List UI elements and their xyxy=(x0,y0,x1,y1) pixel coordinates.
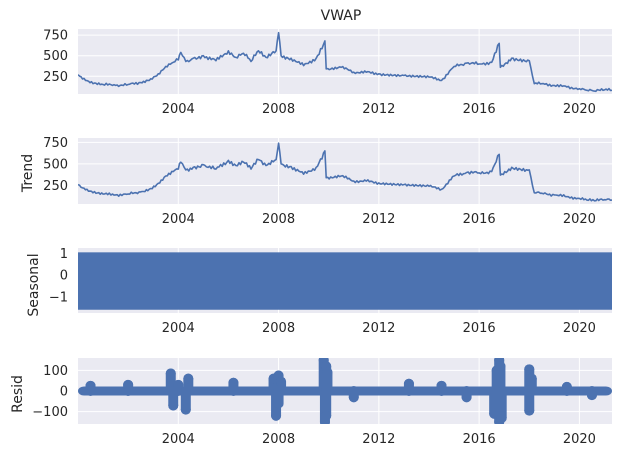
resid-point xyxy=(168,400,179,411)
resid-x-tick-label: 2012 xyxy=(362,432,395,447)
seasonal-y-tick-label: −1 xyxy=(49,290,68,305)
resid-y-tick-label: 100 xyxy=(43,364,68,379)
vwap-panel: 2004 2008 2012 2016 2020 250 500 750 xyxy=(43,29,612,117)
trend-ylabel: Trend xyxy=(20,154,36,193)
seasonal-x-tick-label: 2004 xyxy=(162,321,195,336)
resid-point xyxy=(496,412,507,423)
trend-x-tick-label: 2012 xyxy=(362,212,395,227)
trend-x-tick-label: 2004 xyxy=(162,212,195,227)
resid-point xyxy=(524,405,535,416)
seasonal-x-tick-label: 2008 xyxy=(262,321,295,336)
trend-y-tick-label: 250 xyxy=(43,179,68,194)
resid-point xyxy=(322,367,333,378)
resid-point xyxy=(273,398,284,409)
vwap-x-tick-label: 2016 xyxy=(463,102,496,117)
resid-point xyxy=(495,361,506,372)
vwap-plot-area xyxy=(78,29,612,94)
resid-x-tick-label: 2020 xyxy=(563,432,596,447)
vwap-x-tick-label: 2012 xyxy=(362,102,395,117)
trend-marks xyxy=(78,142,612,202)
resid-point xyxy=(461,392,472,403)
resid-point xyxy=(173,379,184,390)
chart-title: VWAP xyxy=(321,8,362,24)
resid-point xyxy=(526,373,537,384)
seasonal-marks xyxy=(78,252,612,310)
trend-y-tick-label: 750 xyxy=(43,136,68,151)
resid-point xyxy=(85,380,96,391)
resid-point xyxy=(228,377,239,388)
vwap-marks xyxy=(78,31,612,93)
seasonal-x-tick-label: 2012 xyxy=(362,321,395,336)
resid-y-tick-label: −100 xyxy=(32,405,68,420)
resid-point xyxy=(524,364,535,375)
resid-point xyxy=(321,410,332,421)
seasonal-ylabel: Seasonal xyxy=(26,253,42,316)
vwap-y-tick-label: 250 xyxy=(43,70,68,85)
trend-y-tick-label: 500 xyxy=(43,157,68,172)
vwap-x-tick-label: 2020 xyxy=(563,102,596,117)
vwap-y-tick-label: 750 xyxy=(43,29,68,44)
resid-point xyxy=(180,404,191,415)
trend-panel: 2004 2008 2012 2016 2020 250 500 750 xyxy=(43,136,612,227)
resid-point xyxy=(276,376,287,387)
resid-baseline-band xyxy=(78,386,612,396)
vwap-series-line xyxy=(78,31,612,93)
seasonal-y-tick-label: 1 xyxy=(60,247,68,262)
resid-point xyxy=(348,392,359,403)
resid-y-tick-label: 0 xyxy=(60,385,68,400)
resid-x-tick-label: 2004 xyxy=(162,432,195,447)
resid-panel: 2004 2008 2012 2016 2020 −100 0 100 xyxy=(32,358,612,447)
trend-x-tick-label: 2020 xyxy=(563,212,596,227)
seasonal-x-tick-label: 2016 xyxy=(463,321,496,336)
resid-point xyxy=(123,379,134,390)
resid-ylabel: Resid xyxy=(10,375,26,413)
vwap-x-tick-label: 2008 xyxy=(262,102,295,117)
seasonal-x-tick-label: 2020 xyxy=(563,321,596,336)
resid-point xyxy=(271,410,282,421)
resid-point xyxy=(403,378,414,389)
resid-point xyxy=(436,380,447,391)
vwap-y-tick-label: 500 xyxy=(43,49,68,64)
trend-series-line xyxy=(78,142,612,202)
resid-point xyxy=(586,390,597,401)
trend-plot-area xyxy=(78,138,612,204)
seasonal-panel: 2004 2008 2012 2016 2020 −1 0 1 xyxy=(49,247,612,336)
resid-point xyxy=(165,368,176,379)
resid-point xyxy=(183,373,194,384)
resid-marks xyxy=(78,358,612,424)
resid-x-tick-label: 2016 xyxy=(463,432,496,447)
resid-point xyxy=(561,381,572,392)
vwap-x-tick-label: 2004 xyxy=(162,102,195,117)
trend-x-tick-label: 2008 xyxy=(262,212,295,227)
seasonal-y-tick-label: 0 xyxy=(60,269,68,284)
resid-x-tick-label: 2008 xyxy=(262,432,295,447)
trend-x-tick-label: 2016 xyxy=(463,212,496,227)
seasonal-band xyxy=(78,252,612,310)
